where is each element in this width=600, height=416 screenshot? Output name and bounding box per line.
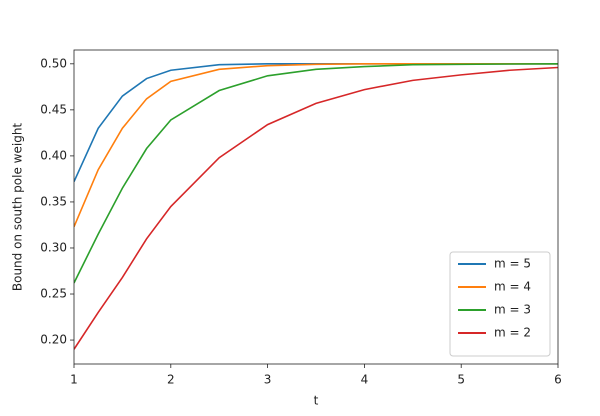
legend-label: m = 4: [494, 280, 531, 294]
y-tick-label: 0.25: [40, 287, 67, 301]
y-tick-label: 0.40: [40, 148, 67, 162]
x-tick-label: 6: [554, 373, 562, 387]
y-tick-label: 0.45: [40, 102, 67, 116]
legend-label: m = 3: [494, 303, 531, 317]
series-line: [74, 63, 558, 183]
legend-label: m = 2: [494, 326, 531, 340]
x-tick-label: 4: [361, 373, 369, 387]
y-tick-label: 0.50: [40, 56, 67, 70]
plot-frame: [73, 49, 559, 365]
legend-label: m = 5: [494, 257, 531, 271]
y-axis-label: Bound on south pole weight: [11, 123, 25, 292]
x-tick-label: 5: [457, 373, 465, 387]
y-tick-label: 0.30: [40, 240, 67, 254]
x-tick-label: 2: [167, 373, 175, 387]
series-line: [74, 66, 558, 350]
x-tick-label: 1: [70, 373, 78, 387]
y-tick-label: 0.35: [40, 194, 67, 208]
series-line: [74, 63, 558, 284]
legend-box: [449, 251, 551, 357]
x-tick-label: 3: [264, 373, 272, 387]
y-tick-label: 0.20: [40, 333, 67, 347]
series-line: [74, 63, 558, 228]
x-axis-label: t: [314, 394, 319, 408]
